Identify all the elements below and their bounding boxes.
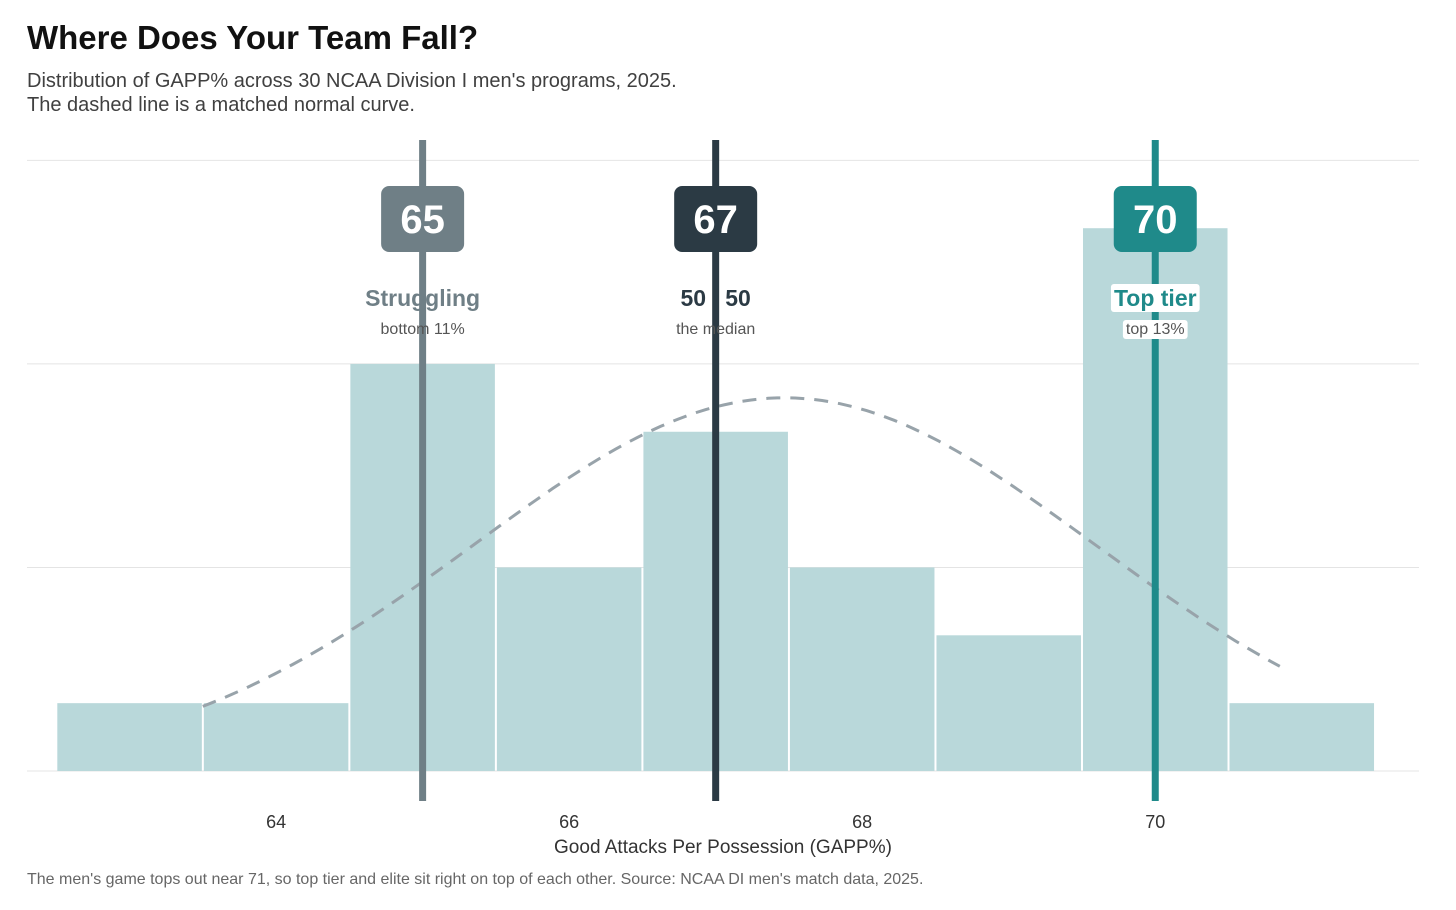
marker-badge-top_tier — [1113, 186, 1197, 252]
marker-sublabel: top 13% — [1126, 321, 1185, 338]
x-axis: Good Attacks Per Possession (GAPP%) 64 66… — [266, 812, 1165, 858]
x-axis-title: Good Attacks Per Possession (GAPP%) — [554, 837, 892, 858]
x-tick-label: 66 — [559, 812, 579, 832]
marker-sublabel: the median — [676, 321, 755, 338]
subtitle-line-2: The dashed line is a matched normal curv… — [27, 94, 415, 116]
chart-caption: The men's game tops out near 71, so top … — [27, 871, 924, 888]
chart-title: Where Does Your Team Fall? — [27, 19, 479, 56]
histogram-bar — [496, 567, 642, 771]
marker-badge-struggling — [381, 186, 465, 252]
normal-curve-layer — [202, 396, 1281, 708]
marker-sublabel: bottom 11% — [381, 321, 465, 338]
x-tick-label: 68 — [852, 812, 872, 832]
histogram-bar — [789, 567, 935, 771]
marker-label-bg — [1110, 284, 1200, 312]
marker-badge-value: 67 — [693, 198, 738, 242]
normal-curve — [202, 396, 1281, 708]
histogram-bar — [203, 703, 349, 771]
x-tick-label: 64 — [266, 812, 286, 832]
marker-badge-value: 65 — [400, 198, 445, 242]
marker-badge-value: 70 — [1133, 198, 1178, 242]
marker-label: Top tier — [1114, 285, 1197, 311]
chart-subtitle: Distribution of GAPP% across 30 NCAA Div… — [27, 69, 677, 117]
marker-label: 50 / 50 — [681, 285, 751, 311]
histogram-bar — [57, 703, 202, 771]
x-tick-label: 70 — [1145, 812, 1165, 832]
histogram-bar — [1229, 703, 1375, 771]
marker-layer: 65 Struggling bottom 11% 67 50 / 50 the media… — [365, 140, 1200, 801]
marker-sublabel-bg — [1122, 320, 1188, 339]
marker-label: Struggling — [365, 285, 480, 311]
histogram-bar — [936, 635, 1081, 771]
subtitle-line-1: Distribution of GAPP% across 30 NCAA Div… — [27, 70, 677, 92]
marker-badge-median — [674, 186, 758, 252]
